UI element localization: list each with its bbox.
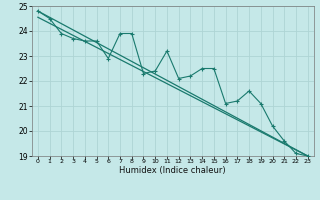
X-axis label: Humidex (Indice chaleur): Humidex (Indice chaleur): [119, 166, 226, 175]
